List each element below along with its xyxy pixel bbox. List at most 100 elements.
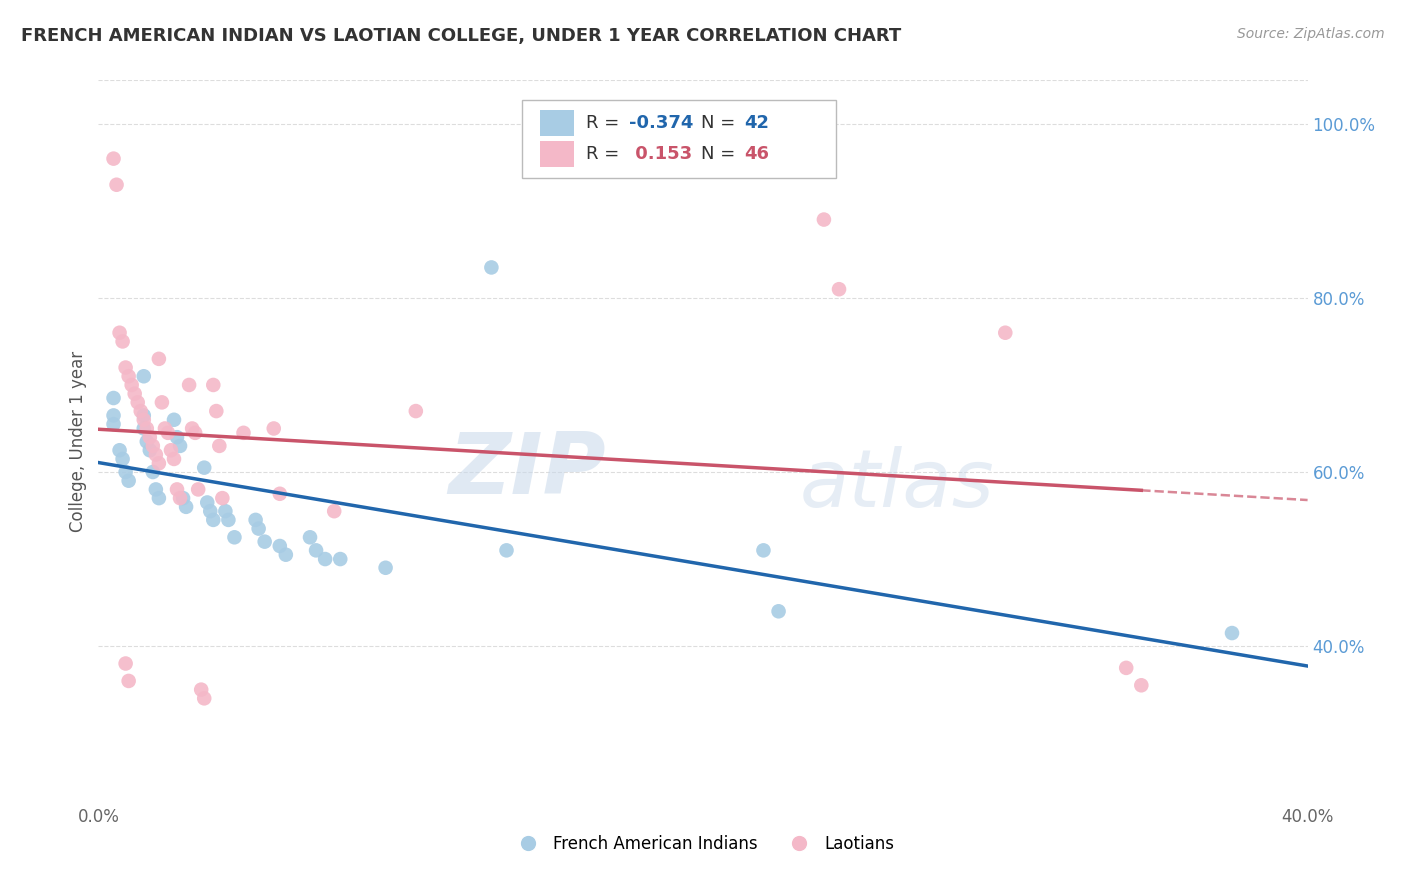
Point — [495, 543, 517, 558]
Text: 0.153: 0.153 — [630, 145, 692, 163]
Point — [193, 691, 215, 706]
Text: R =: R = — [586, 114, 624, 132]
Point — [263, 421, 285, 435]
Point — [145, 483, 167, 497]
Point — [118, 369, 141, 384]
Point — [768, 604, 790, 618]
Point — [142, 465, 165, 479]
Point — [103, 391, 125, 405]
Point — [166, 483, 188, 497]
Point — [752, 543, 775, 558]
Point — [114, 465, 136, 479]
Point — [208, 439, 231, 453]
Point — [247, 522, 270, 536]
Point — [139, 443, 162, 458]
Point — [103, 417, 125, 431]
Point — [828, 282, 851, 296]
FancyBboxPatch shape — [522, 100, 837, 178]
Point — [145, 448, 167, 462]
Point — [132, 421, 155, 435]
Point — [129, 404, 152, 418]
Point — [132, 409, 155, 423]
Point — [163, 452, 186, 467]
Point — [253, 534, 276, 549]
Point — [132, 369, 155, 384]
Point — [184, 425, 207, 440]
Point — [114, 657, 136, 671]
Text: -0.374: -0.374 — [630, 114, 693, 132]
Point — [163, 413, 186, 427]
Point — [135, 421, 157, 435]
Point — [190, 682, 212, 697]
FancyBboxPatch shape — [540, 111, 574, 136]
Point — [269, 487, 291, 501]
Point — [200, 504, 222, 518]
Point — [274, 548, 297, 562]
Point — [132, 413, 155, 427]
Point — [205, 404, 228, 418]
Point — [214, 504, 236, 518]
Point — [195, 495, 218, 509]
Point — [813, 212, 835, 227]
Point — [148, 351, 170, 366]
Point — [114, 360, 136, 375]
Point — [172, 491, 194, 505]
Point — [124, 386, 146, 401]
Point — [108, 443, 131, 458]
Point — [187, 483, 209, 497]
Point — [111, 334, 134, 349]
Text: ZIP: ZIP — [449, 429, 606, 512]
Text: N =: N = — [700, 114, 741, 132]
Point — [103, 409, 125, 423]
Point — [1130, 678, 1153, 692]
Point — [323, 504, 346, 518]
Point — [217, 513, 239, 527]
Text: FRENCH AMERICAN INDIAN VS LAOTIAN COLLEGE, UNDER 1 YEAR CORRELATION CHART: FRENCH AMERICAN INDIAN VS LAOTIAN COLLEG… — [21, 27, 901, 45]
Point — [211, 491, 233, 505]
Point — [202, 513, 225, 527]
Point — [139, 430, 162, 444]
Point — [1220, 626, 1243, 640]
Point — [193, 460, 215, 475]
Point — [153, 421, 176, 435]
Point — [118, 673, 141, 688]
Point — [156, 425, 179, 440]
Text: 46: 46 — [744, 145, 769, 163]
Point — [374, 561, 396, 575]
Point — [148, 456, 170, 470]
Point — [994, 326, 1017, 340]
Point — [405, 404, 427, 418]
Text: atlas: atlas — [800, 446, 994, 524]
Point — [121, 378, 143, 392]
Point — [142, 439, 165, 453]
Point — [148, 491, 170, 505]
Point — [103, 152, 125, 166]
Point — [111, 452, 134, 467]
Point — [202, 378, 225, 392]
Point — [166, 430, 188, 444]
Point — [160, 443, 183, 458]
Point — [245, 513, 267, 527]
Point — [118, 474, 141, 488]
Point — [224, 530, 246, 544]
Point — [305, 543, 328, 558]
Point — [108, 326, 131, 340]
Point — [269, 539, 291, 553]
Point — [169, 439, 191, 453]
Point — [150, 395, 173, 409]
Point — [174, 500, 197, 514]
Point — [329, 552, 352, 566]
Text: Source: ZipAtlas.com: Source: ZipAtlas.com — [1237, 27, 1385, 41]
Point — [105, 178, 128, 192]
Y-axis label: College, Under 1 year: College, Under 1 year — [69, 351, 87, 533]
Legend: French American Indians, Laotians: French American Indians, Laotians — [505, 828, 901, 860]
Point — [181, 421, 204, 435]
Text: 42: 42 — [744, 114, 769, 132]
Point — [169, 491, 191, 505]
Point — [314, 552, 336, 566]
Text: R =: R = — [586, 145, 624, 163]
Text: N =: N = — [700, 145, 741, 163]
Point — [1115, 661, 1137, 675]
Point — [179, 378, 201, 392]
Point — [127, 395, 149, 409]
